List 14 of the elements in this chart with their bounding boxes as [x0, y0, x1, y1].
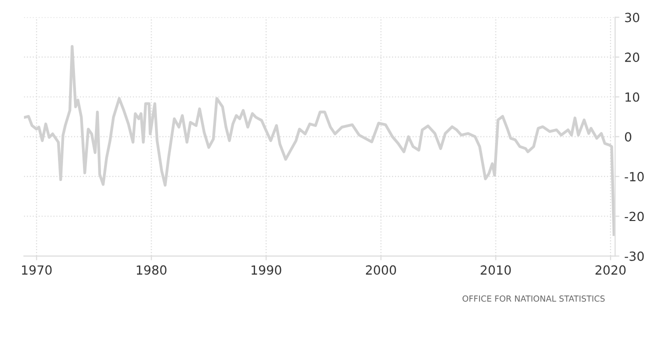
x-tick-label: 2020: [596, 265, 626, 275]
x-tick-label: 2010: [480, 265, 511, 275]
x-tick-label: 1980: [136, 265, 166, 275]
y-tick-label: 20: [625, 52, 640, 62]
text: OFFICE FOR NATIONAL STATISTICS: [462, 295, 605, 302]
y-tick-label: -10: [624, 172, 644, 182]
y-tick-label: -20: [624, 212, 644, 222]
y-tick-label: -30: [624, 252, 644, 261]
x-tick-label: 1990: [252, 265, 282, 275]
x-tick-label: 1970: [22, 265, 52, 275]
y-tick-label: 30: [625, 12, 640, 22]
x-tick-label: 2000: [366, 265, 396, 275]
y-tick-label: 10: [626, 92, 640, 102]
y-tick-label: 0: [624, 132, 632, 142]
